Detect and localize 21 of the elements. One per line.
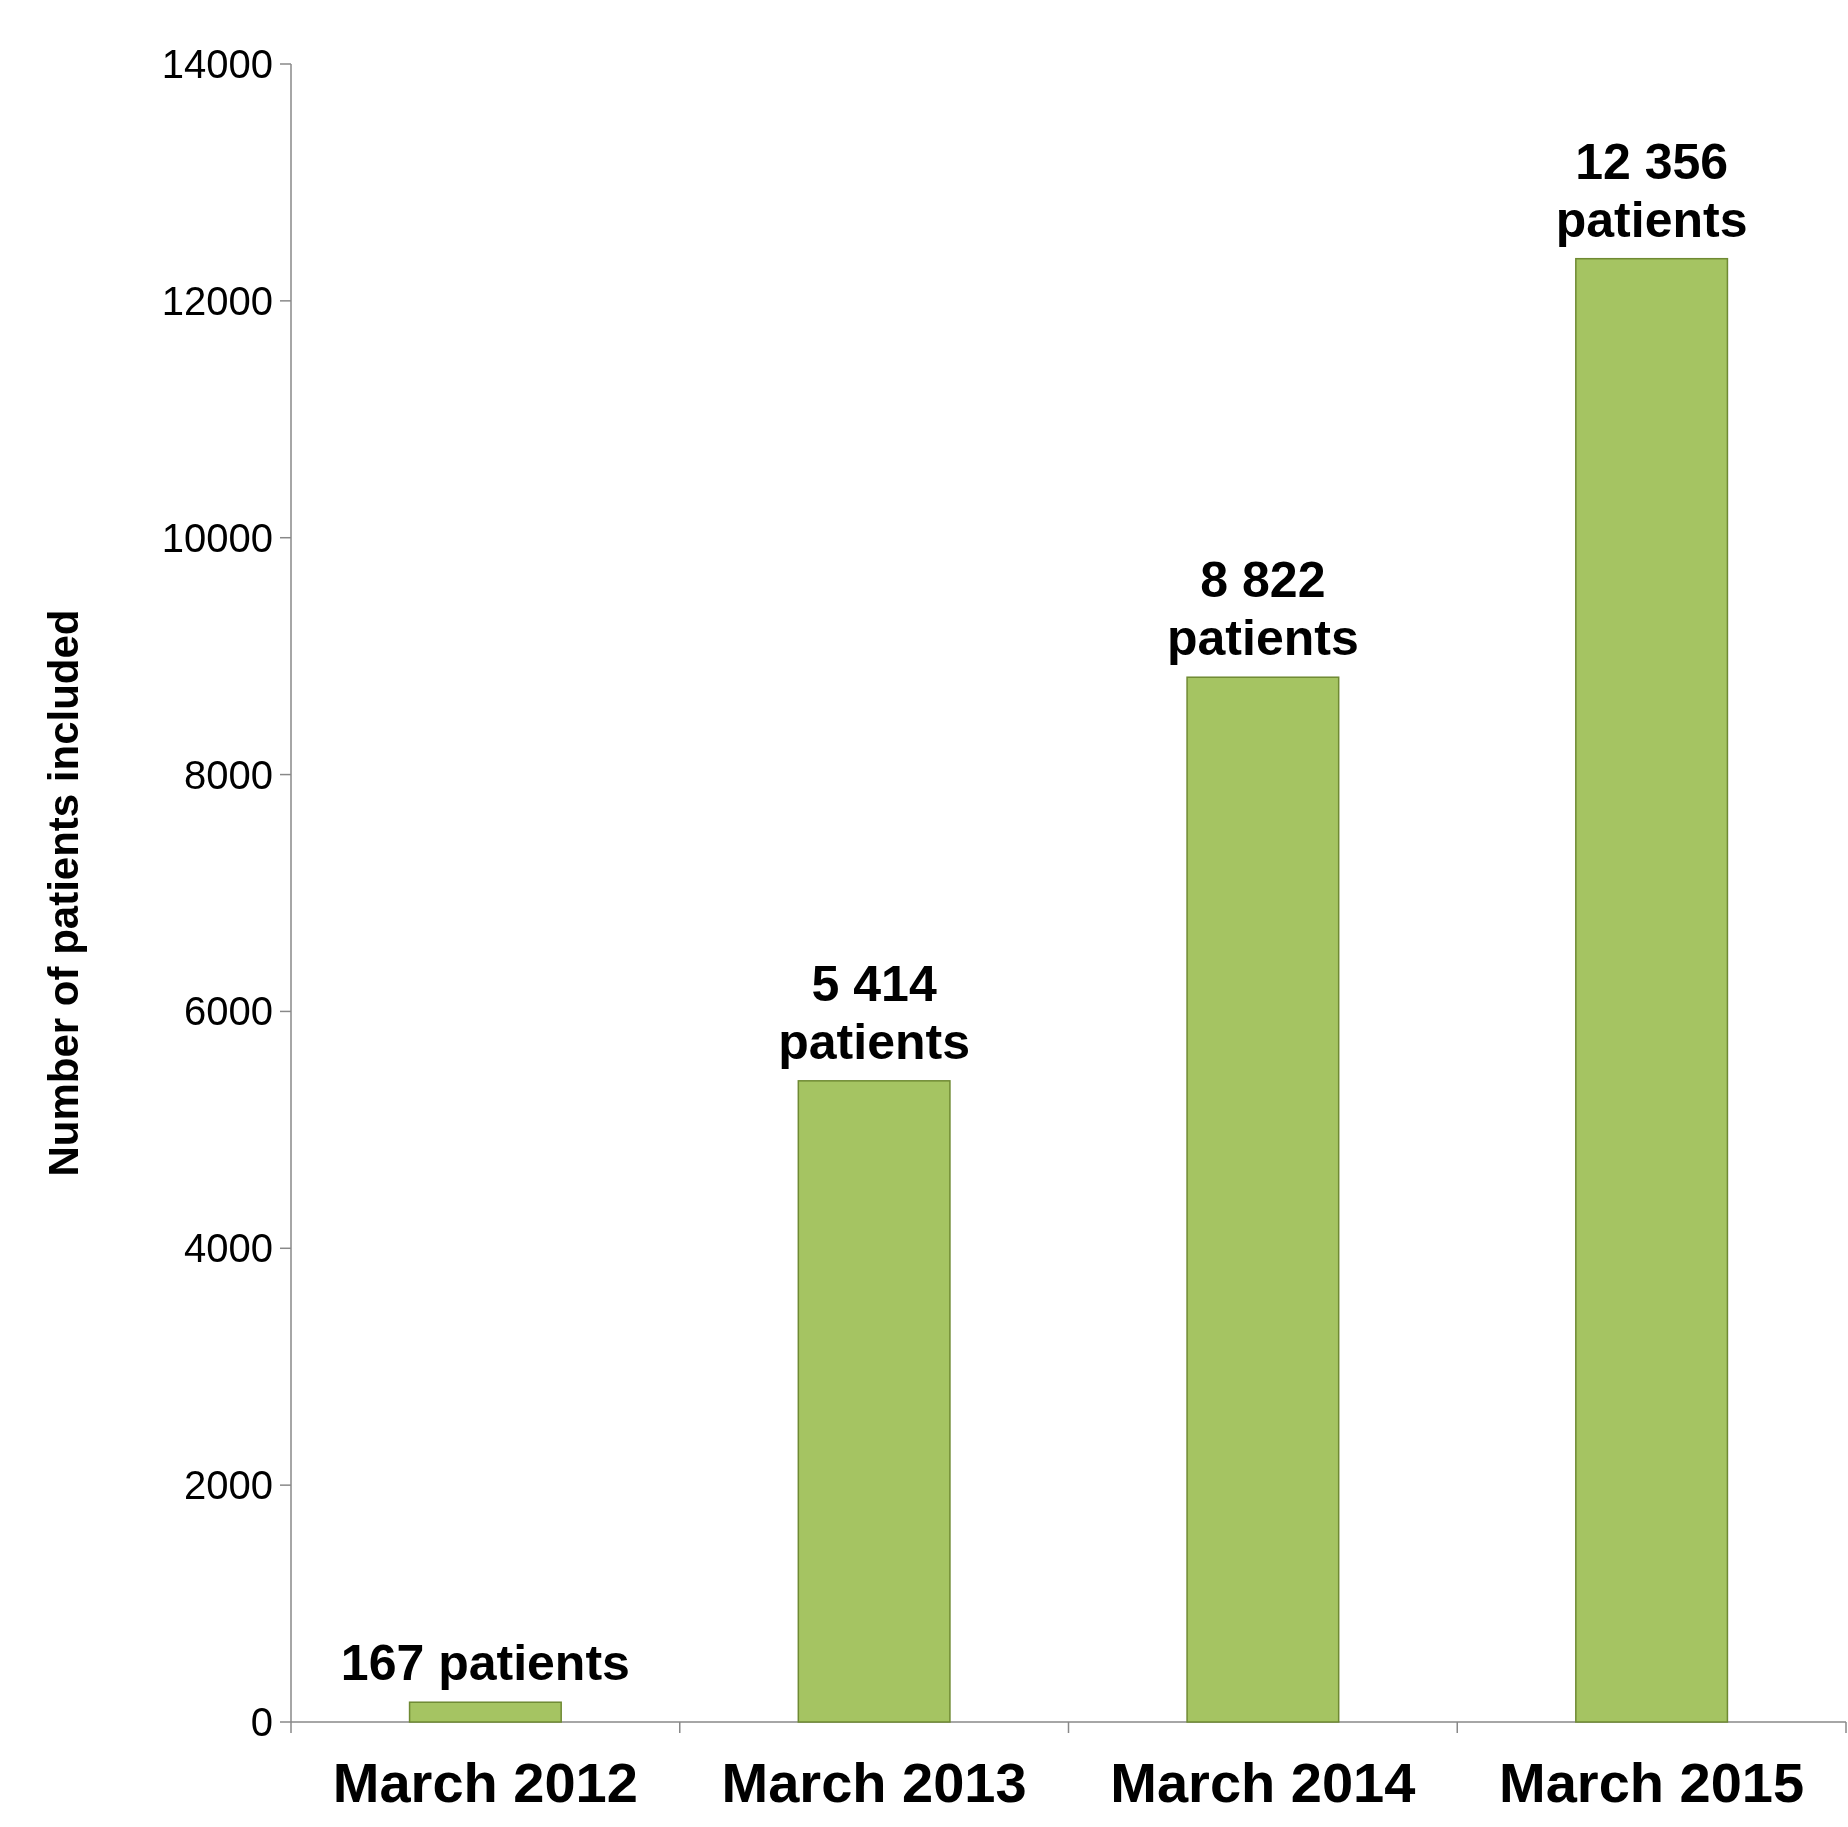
bar [1186, 676, 1340, 1723]
y-axis-title: Number of patients included [40, 609, 87, 1177]
data-label: 167 patients [340, 1635, 630, 1692]
y-tick-label: 0 [250, 1700, 273, 1744]
x-tick-label: March 2013 [721, 1751, 1027, 1814]
data-label: 8 822 patients [1167, 552, 1359, 667]
x-tick-label: March 2012 [332, 1751, 638, 1814]
y-tick-label: 6000 [184, 989, 273, 1034]
y-tick-label: 8000 [184, 752, 273, 797]
y-tick-label: 2000 [184, 1463, 273, 1508]
bar [797, 1080, 951, 1723]
data-label: 5 414 patients [778, 955, 970, 1070]
y-tick-label: 4000 [184, 1226, 273, 1271]
y-tick-label: 12000 [161, 278, 273, 323]
y-tick-label: 10000 [161, 515, 273, 560]
x-tick-label: March 2015 [1499, 1751, 1805, 1814]
data-label: 12 356 patients [1555, 133, 1748, 248]
bar [408, 1701, 562, 1723]
x-tick-label: March 2014 [1110, 1751, 1416, 1814]
bar [1575, 257, 1729, 1723]
y-tick-label: 14000 [161, 42, 273, 86]
